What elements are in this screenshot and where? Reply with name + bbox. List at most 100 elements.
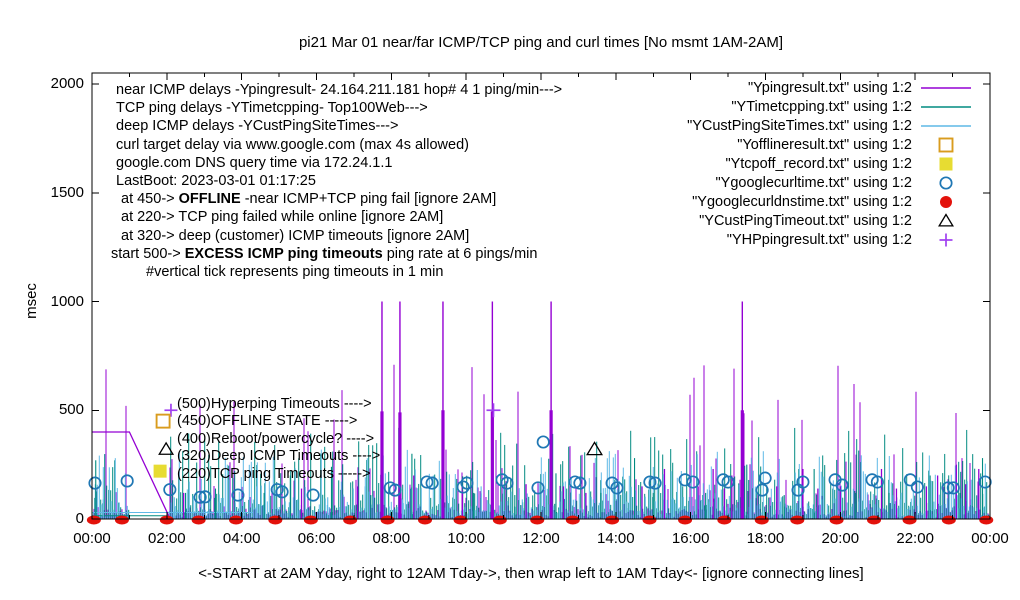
dns-time-dot bbox=[941, 515, 956, 525]
open-circle-icon bbox=[796, 475, 810, 489]
y-tick-label: 2000 bbox=[50, 75, 84, 92]
chart-annotation: (220)TCP ping Timeouts -----> bbox=[177, 465, 371, 482]
open-circle-icon bbox=[425, 476, 439, 490]
note-text: TCP ping delays -YTimetcpping- Top100Web… bbox=[116, 100, 428, 117]
legend-label: "YCustPingTimeout.txt" using 1:2 bbox=[699, 212, 912, 229]
open-circle-icon bbox=[231, 488, 245, 502]
legend-label: "YCustPingSiteTimes.txt" using 1:2 bbox=[687, 117, 912, 134]
note-text: curl target delay via www.google.com (ma… bbox=[116, 136, 469, 153]
x-tick-label: 00:00 bbox=[73, 530, 111, 547]
open-circle-icon bbox=[120, 474, 134, 488]
note-text: at 320-> deep (customer) ICMP timeouts [… bbox=[121, 227, 470, 244]
dns-time-dot bbox=[867, 515, 882, 525]
open-circle-icon bbox=[388, 483, 402, 497]
dns-time-dot bbox=[754, 515, 769, 525]
legend-label: "Ypingresult.txt" using 1:2 bbox=[748, 79, 912, 96]
offline-plateau-line bbox=[92, 431, 170, 517]
dns-time-dot bbox=[530, 515, 545, 525]
dns-time-dot bbox=[642, 515, 657, 525]
dns-time-dot bbox=[565, 515, 580, 525]
open-circle-icon bbox=[941, 481, 955, 495]
open-circle-icon bbox=[643, 475, 657, 489]
dns-time-dot bbox=[605, 515, 620, 525]
open-circle-icon bbox=[678, 473, 692, 487]
legend-label: "Ygooglecurltime.txt" using 1:2 bbox=[715, 174, 912, 191]
open-circle-icon bbox=[460, 476, 474, 490]
dns-time-dot bbox=[343, 515, 358, 525]
open-circle-icon bbox=[456, 480, 470, 494]
x-tick-label: 22:00 bbox=[896, 530, 934, 547]
open-triangle-icon bbox=[938, 213, 954, 227]
chart-annotation: (400)Reboot/powercycle? ----> bbox=[177, 430, 375, 447]
open-circle-icon bbox=[910, 480, 924, 494]
open-circle-icon bbox=[536, 435, 550, 449]
note-line: curl target delay via www.google.com (ma… bbox=[116, 136, 469, 154]
y-tick-label: 1000 bbox=[50, 292, 84, 310]
note-line: at 220-> TCP ping failed while online [i… bbox=[121, 208, 443, 226]
open-circle-icon bbox=[420, 475, 434, 489]
x-tick-label: 18:00 bbox=[746, 530, 785, 547]
open-triangle-icon bbox=[586, 441, 604, 456]
open-circle-icon bbox=[946, 481, 960, 495]
x-tick-label: 20:00 bbox=[821, 530, 860, 547]
chart-annotation: (450)OFFLINE STATE -----> bbox=[177, 413, 358, 429]
chart-title: pi21 Mar 01 near/far ICMP/TCP ping and c… bbox=[298, 34, 784, 51]
x-tick-label: 04:00 bbox=[222, 530, 261, 547]
y-tick-label: 500 bbox=[58, 401, 84, 419]
dns-time-dot bbox=[380, 515, 395, 525]
note-line: at 320-> deep (customer) ICMP timeouts [… bbox=[121, 227, 469, 245]
x-tick-label: 12:00 bbox=[522, 530, 560, 547]
legend-label: "Yofflineresult.txt" using 1:2 bbox=[737, 136, 912, 153]
open-circle-icon bbox=[978, 475, 992, 489]
legend-label: "YHPpingresult.txt" using 1:2 bbox=[726, 231, 912, 248]
open-circle-icon bbox=[568, 475, 582, 489]
note-line: LastBoot: 2023-03-01 01:17:25 bbox=[116, 172, 316, 190]
filled-square-icon bbox=[153, 464, 167, 478]
open-circle-icon bbox=[163, 483, 177, 497]
open-circle-icon bbox=[758, 471, 772, 485]
open-circle-icon bbox=[306, 488, 320, 502]
chart-annotation: (320)Deep ICMP Timeouts ----> bbox=[177, 448, 381, 464]
x-tick-label: 10:00 bbox=[447, 530, 485, 547]
x-tick-label: 06:00 bbox=[297, 530, 336, 547]
filled-circle-icon bbox=[940, 196, 952, 208]
open-circle-icon bbox=[721, 475, 735, 489]
x-axis-caption: <-START at 2AM Yday, right to 12AM Tday-… bbox=[198, 565, 864, 582]
note-text: LastBoot: 2023-03-01 01:17:25 bbox=[116, 173, 316, 189]
note-text: deep ICMP delays -YCustPingSiteTimes---> bbox=[116, 118, 399, 135]
open-circle-icon bbox=[88, 476, 102, 490]
open-square-icon bbox=[155, 413, 171, 429]
dns-time-dot bbox=[790, 515, 805, 525]
x-tick-label: 08:00 bbox=[372, 530, 411, 547]
open-circle-icon bbox=[610, 481, 624, 495]
dns-time-dot bbox=[979, 515, 994, 525]
open-circle-icon bbox=[648, 476, 662, 490]
note-line: near ICMP delays -Ypingresult- 24.164.21… bbox=[116, 81, 562, 99]
open-circle-icon bbox=[870, 475, 884, 489]
legend-label: "YTimetcpping.txt" using 1:2 bbox=[731, 98, 912, 115]
x-tick-label: 14:00 bbox=[597, 530, 635, 547]
note-text: ping rate at 6 pings/min bbox=[382, 245, 538, 262]
note-line: TCP ping delays -YTimetcpping- Top100Web… bbox=[116, 99, 428, 117]
note-text: #vertical tick represents ping timeouts … bbox=[146, 264, 444, 280]
dns-time-dot bbox=[418, 515, 433, 525]
dns-time-dot bbox=[114, 515, 129, 525]
note-text: OFFLINE bbox=[178, 191, 241, 208]
open-circle-icon bbox=[939, 176, 953, 190]
x-tick-label: 00:00 bbox=[971, 530, 1009, 547]
note-text: near ICMP delays -Ypingresult- 24.164.21… bbox=[116, 82, 563, 98]
dns-time-dot bbox=[717, 515, 732, 525]
dns-time-dot bbox=[829, 515, 844, 525]
note-text: EXCESS ICMP ping timeouts bbox=[184, 245, 383, 262]
note-text: -near ICMP+TCP ping fail [ignore 2AM] bbox=[240, 191, 497, 208]
open-triangle-icon bbox=[158, 441, 175, 455]
note-line: deep ICMP delays -YCustPingSiteTimes---> bbox=[116, 117, 398, 135]
filled-square-icon bbox=[939, 157, 953, 171]
y-tick-label: 1500 bbox=[50, 183, 84, 201]
open-circle-icon bbox=[903, 473, 917, 487]
dns-time-dot bbox=[229, 515, 244, 525]
dns-time-dot bbox=[492, 515, 507, 525]
dns-time-dot bbox=[191, 515, 206, 525]
note-line: start 500-> EXCESS ICMP ping timeouts pi… bbox=[111, 245, 537, 263]
